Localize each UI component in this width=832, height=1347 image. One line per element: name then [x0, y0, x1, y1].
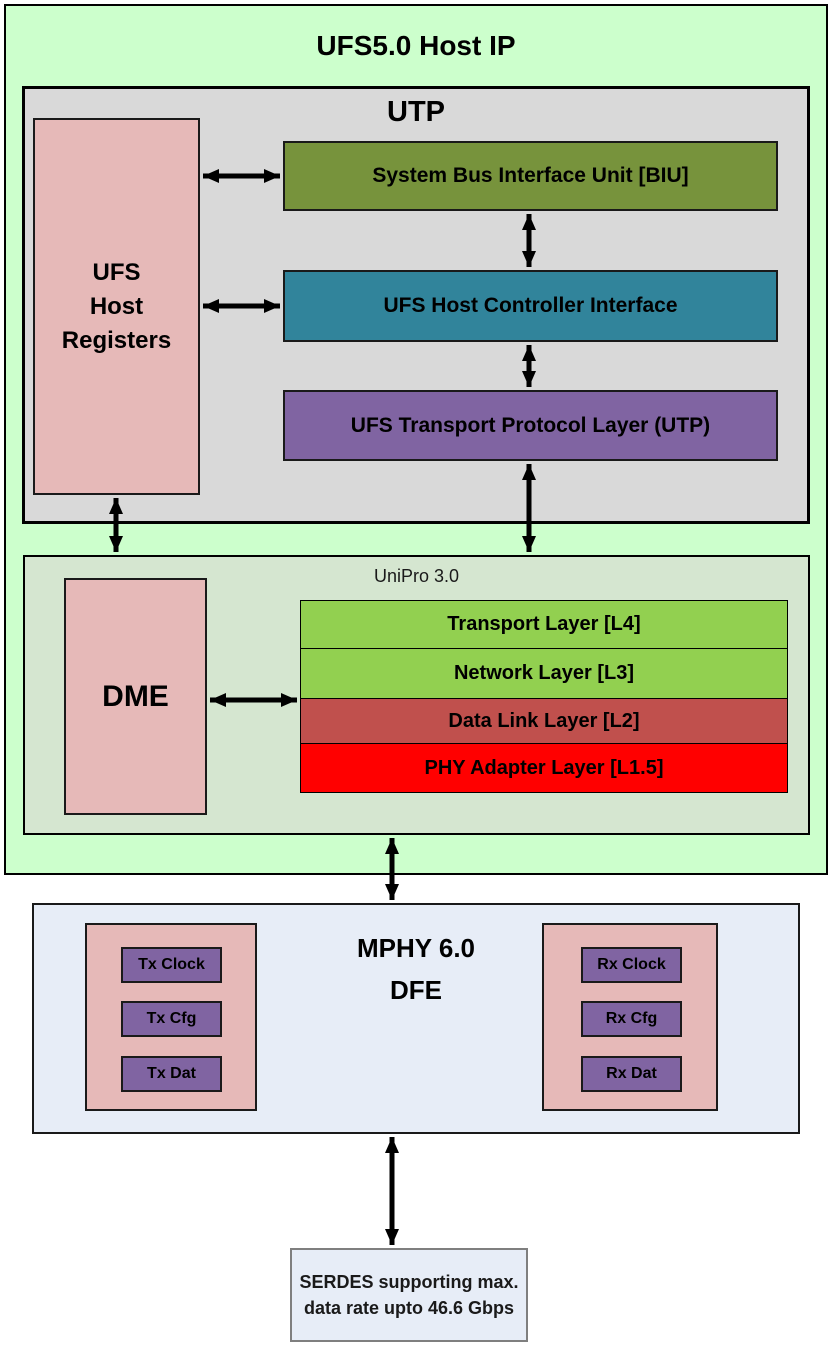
- dme-label: DME: [102, 679, 169, 713]
- host-ip-title: UFS5.0 Host IP: [316, 30, 516, 61]
- utp-title: UTP: [387, 96, 445, 128]
- network-layer-row: Network Layer [L3]: [300, 648, 788, 699]
- unipro-layer-stack: Transport Layer [L4] Network Layer [L3] …: [300, 600, 788, 793]
- mphy-block: MPHY 6.0 DFE Tx Clock Tx Cfg Tx Dat Rx C…: [32, 903, 800, 1134]
- ufs-host-registers-label: UFS Host Registers: [61, 258, 172, 354]
- ufs-host-registers-block: UFS Host Registers: [33, 118, 200, 495]
- mphy-title: MPHY 6.0 DFE: [356, 933, 475, 1005]
- transport-layer-row: Transport Layer [L4]: [300, 600, 788, 649]
- rx-lane-group: Rx Clock Rx Cfg Rx Dat: [542, 923, 718, 1111]
- tx-clock-chip: Tx Clock: [121, 947, 222, 983]
- ufs-host-controller-interface-block: UFS Host Controller Interface: [283, 270, 778, 342]
- rx-dat-chip: Rx Dat: [581, 1056, 682, 1092]
- serdes-block: SERDES supporting max. data rate upto 46…: [290, 1248, 528, 1342]
- tx-lane-group: Tx Clock Tx Cfg Tx Dat: [85, 923, 257, 1111]
- utp-layer-label: UFS Transport Protocol Layer (UTP): [350, 413, 711, 437]
- system-bus-interface-unit-block: System Bus Interface Unit [BIU]: [283, 141, 778, 211]
- unipro-block: UniPro 3.0 DME Transport Layer [L4] Netw…: [23, 555, 810, 835]
- dme-block: DME: [64, 578, 207, 815]
- phy-adapter-layer-row: PHY Adapter Layer [L1.5]: [300, 743, 788, 793]
- rx-cfg-chip: Rx Cfg: [581, 1001, 682, 1037]
- host-ip-block: UFS5.0 Host IP UTP UFS Host Registers Sy…: [4, 4, 828, 875]
- tx-dat-chip: Tx Dat: [121, 1056, 222, 1092]
- data-link-layer-row: Data Link Layer [L2]: [300, 698, 788, 744]
- tx-cfg-chip: Tx Cfg: [121, 1001, 222, 1037]
- unipro-title: UniPro 3.0: [373, 566, 460, 586]
- hci-label: UFS Host Controller Interface: [383, 294, 678, 317]
- utp-block: UTP UFS Host Registers System Bus Interf…: [22, 86, 810, 524]
- ufs-transport-protocol-layer-block: UFS Transport Protocol Layer (UTP): [283, 390, 778, 461]
- biu-label: System Bus Interface Unit [BIU]: [372, 164, 689, 187]
- rx-clock-chip: Rx Clock: [581, 947, 682, 983]
